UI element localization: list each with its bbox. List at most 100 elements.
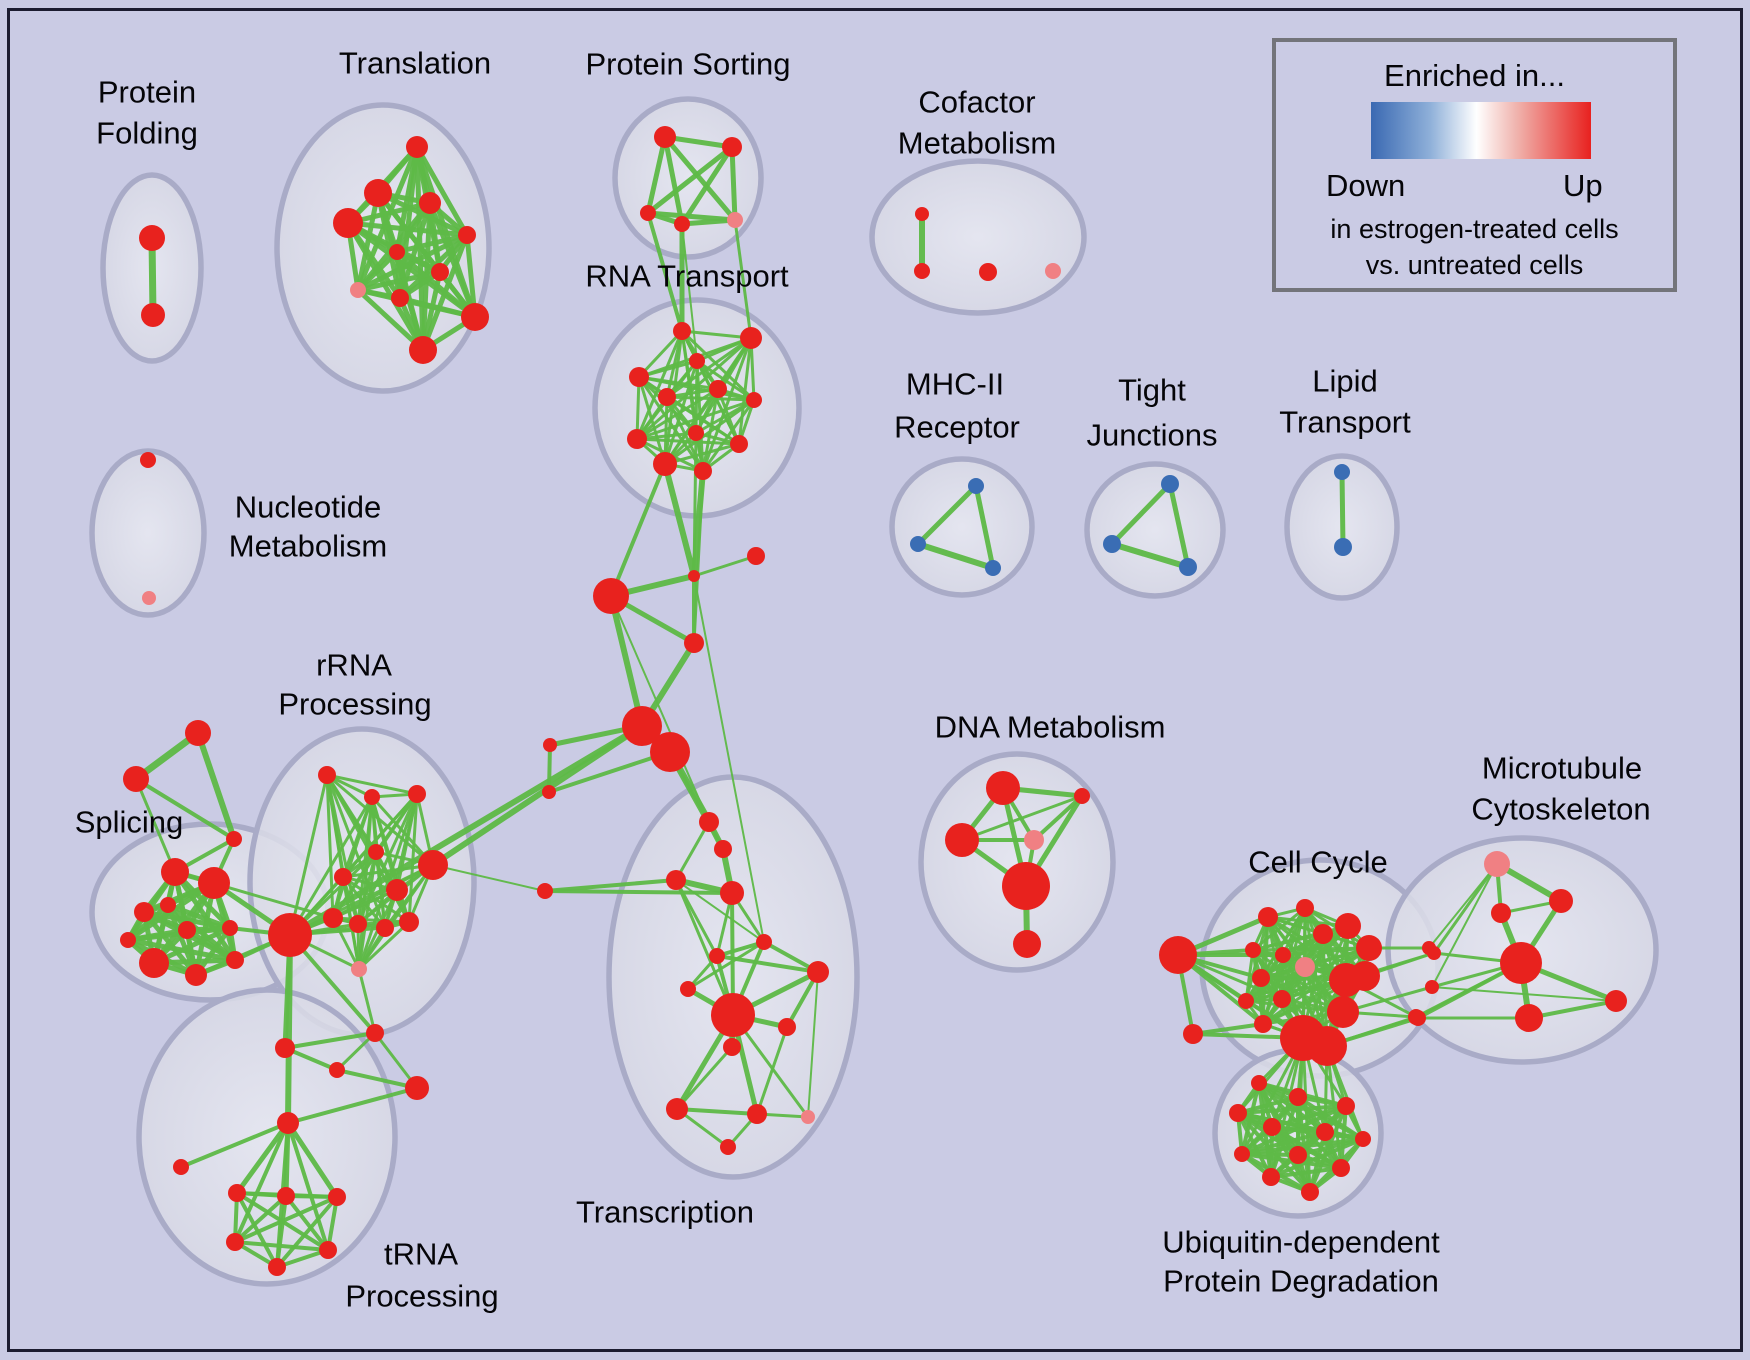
cluster-protein_folding-label-line1: Protein: [98, 75, 196, 110]
node-splicing-2: [134, 902, 154, 922]
node-splicing-9: [160, 897, 176, 913]
node-cell_cycle-9: [1295, 957, 1315, 977]
node-cell_cycle-18: [1307, 1026, 1347, 1066]
edge: [325, 773, 419, 796]
node-rna_transport-8: [688, 425, 704, 441]
node-rna_transport-10: [653, 452, 677, 476]
node-chain-7: [542, 785, 556, 799]
edge: [646, 211, 684, 333]
edge: [1269, 1166, 1343, 1179]
legend-down-label: Down: [1326, 168, 1406, 203]
node-rna_transport-1: [740, 327, 762, 349]
edge: [195, 730, 237, 842]
node-protein_sorting-3: [674, 216, 690, 232]
edge: [355, 190, 381, 293]
node-transcription-13: [801, 1110, 815, 1124]
legend-caption-line1: in estrogen-treated cells: [1330, 214, 1619, 244]
cluster-rrna-label-line1: rRNA: [316, 648, 392, 683]
node-rrna-13: [275, 1038, 295, 1058]
node-dna-1: [1074, 788, 1090, 804]
node-ubiquitin-11: [1301, 1183, 1319, 1201]
edge: [331, 795, 374, 920]
cluster-rna_transport-label-line1: RNA Transport: [585, 259, 789, 294]
node-rna_transport-3: [629, 367, 649, 387]
node-cell_cycle-12: [1273, 990, 1291, 1008]
edge: [414, 144, 470, 238]
node-cell_cycle-0: [1159, 936, 1197, 974]
node-triangle-2: [226, 831, 242, 847]
cluster-mhc2-label-line1: MHC-II: [906, 367, 1004, 402]
cluster-nucleotide-ellipse: [89, 448, 207, 618]
edge: [729, 144, 738, 223]
node-protein_sorting-1: [722, 137, 742, 157]
node-rrna-0: [318, 766, 336, 784]
node-ubiquitin-0: [1251, 1075, 1267, 1091]
cluster-nucleotide-label-line1: Nucleotide: [235, 490, 381, 525]
node-splicing-4: [222, 920, 238, 936]
node-dna-5: [1013, 930, 1041, 958]
node-translation-5: [389, 244, 405, 260]
node-rrna-7: [323, 908, 343, 928]
node-protein_sorting-4: [727, 212, 743, 228]
edge: [1431, 863, 1498, 988]
edge: [635, 329, 684, 441]
cluster-protein_sorting-ellipse: [612, 96, 764, 260]
labels-layer: Protein Folding Translation Protein Sorting…: [75, 46, 1651, 1314]
node-trna-2: [228, 1184, 246, 1202]
edge: [1269, 1036, 1305, 1179]
cluster-cofactor-ellipse: [869, 158, 1087, 316]
node-cell_cycle-4: [1313, 924, 1333, 944]
edge: [1325, 1044, 1343, 1170]
edge: [275, 1195, 339, 1269]
edge: [695, 359, 756, 402]
edge: [357, 967, 377, 1035]
edge: [286, 1121, 330, 1252]
edge: [357, 920, 411, 971]
legend-up-label: Up: [1563, 168, 1603, 203]
node-chain-5: [650, 732, 690, 772]
cluster-microtubule-label-line1: Microtubule: [1482, 751, 1642, 786]
node-microtubule-7: [1425, 980, 1439, 994]
cluster-dna-ellipse: [918, 751, 1116, 973]
cluster-ubiquitin-label-line2: Protein Degradation: [1163, 1264, 1439, 1299]
edge: [692, 431, 698, 578]
nodes-layer: [120, 126, 1627, 1276]
edge: [165, 902, 199, 978]
edge: [701, 398, 756, 473]
node-translation-4: [458, 226, 476, 244]
node-ubiquitin-8: [1289, 1146, 1307, 1164]
node-tight_junctions-0: [1161, 475, 1179, 493]
edge: [609, 462, 667, 598]
node-transcription-7: [680, 981, 696, 997]
edge: [370, 795, 411, 924]
cluster-splicing-label-line1: Splicing: [75, 805, 184, 840]
edge: [681, 223, 698, 362]
edge: [335, 1068, 419, 1090]
edge: [543, 889, 734, 895]
node-cofactor-2: [979, 263, 997, 281]
node-nucleotide-0: [140, 452, 156, 468]
edge: [692, 554, 758, 578]
edge: [737, 336, 753, 446]
node-transcription-12: [747, 1104, 767, 1124]
node-chain-4: [622, 706, 662, 746]
node-chain-6: [543, 738, 557, 752]
node-transcription-9: [778, 1018, 796, 1036]
edge: [637, 359, 699, 379]
edge: [679, 144, 735, 227]
node-splicing-1: [198, 867, 230, 899]
node-transcription-2: [666, 870, 686, 890]
edge: [233, 1240, 330, 1252]
edge: [345, 220, 470, 238]
node-mhc2-0: [968, 478, 984, 494]
edge: [692, 469, 705, 645]
node-trna-1: [173, 1159, 189, 1175]
legend-gradient-bar: [1371, 102, 1591, 159]
edge: [663, 442, 741, 466]
edge: [285, 932, 293, 1126]
cluster-mhc2-label-line2: Receptor: [894, 410, 1020, 445]
node-translation-1: [364, 179, 392, 207]
node-splicing-3: [178, 921, 196, 939]
cluster-rrna-label-line2: Processing: [278, 687, 431, 722]
edge: [1032, 794, 1084, 842]
